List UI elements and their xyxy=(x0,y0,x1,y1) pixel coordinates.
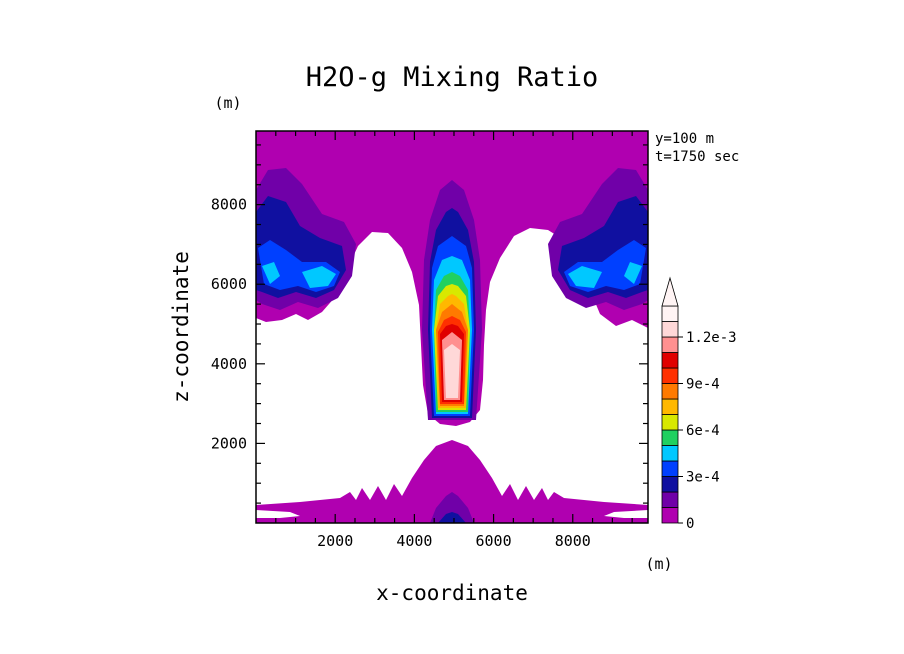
colorbar-label: 0 xyxy=(686,516,694,532)
contour-lower-gap-right xyxy=(604,510,648,518)
colorbar-level xyxy=(661,305,679,322)
contour-left-cloud-4 xyxy=(262,262,336,288)
colorbar-label: 6e-4 xyxy=(686,423,720,439)
colorbar-extend-arrow xyxy=(661,276,679,307)
plot-area xyxy=(256,131,648,523)
colorbar-level xyxy=(661,445,679,462)
y-axis: 2000 4000 6000 8000 xyxy=(211,144,648,504)
contour-lower-core-2 xyxy=(438,512,466,523)
y-axis-label: z-coordinate xyxy=(169,251,193,403)
contour-lower-core-1 xyxy=(430,492,474,523)
y-tick-label: 6000 xyxy=(211,275,247,293)
x-tick-label: 6000 xyxy=(476,532,512,550)
colorbar-level xyxy=(661,336,679,353)
colorbar-label: 9e-4 xyxy=(686,377,720,393)
contour-right-cloud-4 xyxy=(568,262,642,288)
colorbar-level xyxy=(661,460,679,477)
x-tick-label: 8000 xyxy=(555,532,591,550)
x-tick-label: 2000 xyxy=(317,532,353,550)
y-tick-label: 8000 xyxy=(211,196,247,214)
contour-lower-layer xyxy=(256,440,648,523)
x-tick-label: 4000 xyxy=(396,532,432,550)
contour-column-12 xyxy=(444,344,460,398)
colorbar-level xyxy=(661,507,679,524)
y-tick-label: 4000 xyxy=(211,355,247,373)
colorbar-level xyxy=(661,352,679,369)
colorbar-level xyxy=(661,491,679,508)
colorbar-level xyxy=(661,321,679,338)
colorbar-level xyxy=(661,383,679,400)
y-unit-label: (m) xyxy=(214,94,241,112)
plot-frame xyxy=(255,130,649,524)
colorbar-level xyxy=(661,429,679,446)
contour-lower-gap-left xyxy=(256,510,300,518)
x-unit-label: (m) xyxy=(645,555,672,573)
y-tick-label: 2000 xyxy=(211,434,247,452)
x-axis: 2000 4000 6000 8000 xyxy=(275,131,633,550)
colorbar-level xyxy=(661,476,679,493)
annotation-t: t=1750 sec xyxy=(655,149,739,165)
colorbar: 0 3e-4 6e-4 9e-4 1.2e-3 xyxy=(661,276,737,532)
colorbar-level xyxy=(661,367,679,384)
chart-title: H2O-g Mixing Ratio xyxy=(306,62,599,93)
colorbar-level xyxy=(661,414,679,431)
annotation-y: y=100 m xyxy=(655,131,714,147)
x-axis-label: x-coordinate xyxy=(376,581,528,605)
colorbar-label: 3e-4 xyxy=(686,470,720,486)
colorbar-label: 1.2e-3 xyxy=(686,330,737,346)
colorbar-level xyxy=(661,398,679,415)
